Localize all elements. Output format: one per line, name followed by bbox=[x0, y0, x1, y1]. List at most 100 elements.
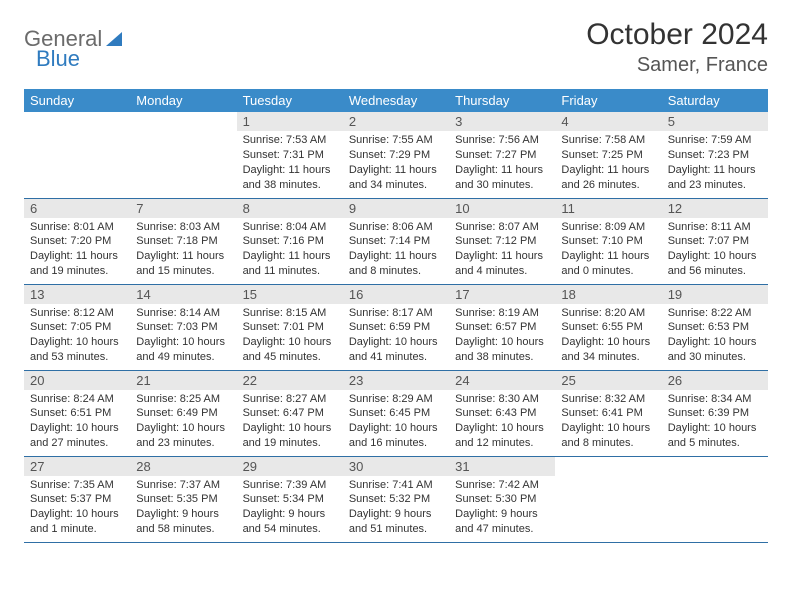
day-details: Sunrise: 8:30 AMSunset: 6:43 PMDaylight:… bbox=[449, 390, 555, 455]
calendar-cell: 22Sunrise: 8:27 AMSunset: 6:47 PMDayligh… bbox=[237, 370, 343, 456]
calendar-cell: 10Sunrise: 8:07 AMSunset: 7:12 PMDayligh… bbox=[449, 198, 555, 284]
day-number: 18 bbox=[555, 285, 661, 304]
calendar-cell bbox=[555, 456, 661, 542]
calendar-cell: 18Sunrise: 8:20 AMSunset: 6:55 PMDayligh… bbox=[555, 284, 661, 370]
day-number: 24 bbox=[449, 371, 555, 390]
weekday-header: Sunday bbox=[24, 89, 130, 112]
day-number: 1 bbox=[237, 112, 343, 131]
day-details: Sunrise: 8:09 AMSunset: 7:10 PMDaylight:… bbox=[555, 218, 661, 283]
title-block: October 2024 Samer, France bbox=[586, 18, 768, 77]
day-number: 14 bbox=[130, 285, 236, 304]
day-details: Sunrise: 7:53 AMSunset: 7:31 PMDaylight:… bbox=[237, 131, 343, 196]
day-number: 20 bbox=[24, 371, 130, 390]
calendar-cell: 28Sunrise: 7:37 AMSunset: 5:35 PMDayligh… bbox=[130, 456, 236, 542]
day-details: Sunrise: 8:20 AMSunset: 6:55 PMDaylight:… bbox=[555, 304, 661, 369]
day-number: 22 bbox=[237, 371, 343, 390]
day-number: 13 bbox=[24, 285, 130, 304]
calendar-cell: 14Sunrise: 8:14 AMSunset: 7:03 PMDayligh… bbox=[130, 284, 236, 370]
day-number: 12 bbox=[662, 199, 768, 218]
calendar-cell: 3Sunrise: 7:56 AMSunset: 7:27 PMDaylight… bbox=[449, 112, 555, 198]
day-number: 6 bbox=[24, 199, 130, 218]
header: General October 2024 Samer, France bbox=[24, 18, 768, 77]
calendar-cell: 24Sunrise: 8:30 AMSunset: 6:43 PMDayligh… bbox=[449, 370, 555, 456]
calendar-cell: 27Sunrise: 7:35 AMSunset: 5:37 PMDayligh… bbox=[24, 456, 130, 542]
day-details: Sunrise: 8:27 AMSunset: 6:47 PMDaylight:… bbox=[237, 390, 343, 455]
calendar-cell: 26Sunrise: 8:34 AMSunset: 6:39 PMDayligh… bbox=[662, 370, 768, 456]
calendar-cell bbox=[130, 112, 236, 198]
day-details: Sunrise: 8:03 AMSunset: 7:18 PMDaylight:… bbox=[130, 218, 236, 283]
calendar-cell: 29Sunrise: 7:39 AMSunset: 5:34 PMDayligh… bbox=[237, 456, 343, 542]
day-details: Sunrise: 7:39 AMSunset: 5:34 PMDaylight:… bbox=[237, 476, 343, 541]
calendar-cell: 9Sunrise: 8:06 AMSunset: 7:14 PMDaylight… bbox=[343, 198, 449, 284]
calendar-cell: 23Sunrise: 8:29 AMSunset: 6:45 PMDayligh… bbox=[343, 370, 449, 456]
calendar-cell: 20Sunrise: 8:24 AMSunset: 6:51 PMDayligh… bbox=[24, 370, 130, 456]
day-number: 9 bbox=[343, 199, 449, 218]
calendar-cell: 7Sunrise: 8:03 AMSunset: 7:18 PMDaylight… bbox=[130, 198, 236, 284]
day-number: 29 bbox=[237, 457, 343, 476]
weekday-header: Wednesday bbox=[343, 89, 449, 112]
day-details: Sunrise: 8:12 AMSunset: 7:05 PMDaylight:… bbox=[24, 304, 130, 369]
calendar-cell: 19Sunrise: 8:22 AMSunset: 6:53 PMDayligh… bbox=[662, 284, 768, 370]
calendar-cell: 11Sunrise: 8:09 AMSunset: 7:10 PMDayligh… bbox=[555, 198, 661, 284]
day-details: Sunrise: 8:22 AMSunset: 6:53 PMDaylight:… bbox=[662, 304, 768, 369]
day-number: 21 bbox=[130, 371, 236, 390]
day-details: Sunrise: 7:56 AMSunset: 7:27 PMDaylight:… bbox=[449, 131, 555, 196]
day-details: Sunrise: 8:06 AMSunset: 7:14 PMDaylight:… bbox=[343, 218, 449, 283]
calendar-table: SundayMondayTuesdayWednesdayThursdayFrid… bbox=[24, 89, 768, 543]
calendar-cell: 12Sunrise: 8:11 AMSunset: 7:07 PMDayligh… bbox=[662, 198, 768, 284]
day-number: 31 bbox=[449, 457, 555, 476]
day-number: 26 bbox=[662, 371, 768, 390]
day-number: 10 bbox=[449, 199, 555, 218]
calendar-cell: 4Sunrise: 7:58 AMSunset: 7:25 PMDaylight… bbox=[555, 112, 661, 198]
day-number: 15 bbox=[237, 285, 343, 304]
day-number: 2 bbox=[343, 112, 449, 131]
day-number: 3 bbox=[449, 112, 555, 131]
calendar-cell: 8Sunrise: 8:04 AMSunset: 7:16 PMDaylight… bbox=[237, 198, 343, 284]
day-details: Sunrise: 8:07 AMSunset: 7:12 PMDaylight:… bbox=[449, 218, 555, 283]
location-title: Samer, France bbox=[586, 54, 768, 77]
calendar-cell: 21Sunrise: 8:25 AMSunset: 6:49 PMDayligh… bbox=[130, 370, 236, 456]
day-details: Sunrise: 7:58 AMSunset: 7:25 PMDaylight:… bbox=[555, 131, 661, 196]
day-number: 5 bbox=[662, 112, 768, 131]
day-number: 8 bbox=[237, 199, 343, 218]
calendar-head: SundayMondayTuesdayWednesdayThursdayFrid… bbox=[24, 89, 768, 112]
day-details: Sunrise: 7:41 AMSunset: 5:32 PMDaylight:… bbox=[343, 476, 449, 541]
calendar-cell bbox=[24, 112, 130, 198]
calendar-cell: 13Sunrise: 8:12 AMSunset: 7:05 PMDayligh… bbox=[24, 284, 130, 370]
day-details: Sunrise: 8:14 AMSunset: 7:03 PMDaylight:… bbox=[130, 304, 236, 369]
day-details: Sunrise: 8:11 AMSunset: 7:07 PMDaylight:… bbox=[662, 218, 768, 283]
calendar-cell: 17Sunrise: 8:19 AMSunset: 6:57 PMDayligh… bbox=[449, 284, 555, 370]
day-details: Sunrise: 7:55 AMSunset: 7:29 PMDaylight:… bbox=[343, 131, 449, 196]
calendar-cell: 31Sunrise: 7:42 AMSunset: 5:30 PMDayligh… bbox=[449, 456, 555, 542]
calendar-cell: 1Sunrise: 7:53 AMSunset: 7:31 PMDaylight… bbox=[237, 112, 343, 198]
calendar-cell: 25Sunrise: 8:32 AMSunset: 6:41 PMDayligh… bbox=[555, 370, 661, 456]
day-details: Sunrise: 7:59 AMSunset: 7:23 PMDaylight:… bbox=[662, 131, 768, 196]
day-details: Sunrise: 8:25 AMSunset: 6:49 PMDaylight:… bbox=[130, 390, 236, 455]
calendar-cell: 5Sunrise: 7:59 AMSunset: 7:23 PMDaylight… bbox=[662, 112, 768, 198]
calendar-cell: 6Sunrise: 8:01 AMSunset: 7:20 PMDaylight… bbox=[24, 198, 130, 284]
day-details: Sunrise: 8:01 AMSunset: 7:20 PMDaylight:… bbox=[24, 218, 130, 283]
day-number: 11 bbox=[555, 199, 661, 218]
weekday-header: Tuesday bbox=[237, 89, 343, 112]
weekday-header: Monday bbox=[130, 89, 236, 112]
day-number: 23 bbox=[343, 371, 449, 390]
weekday-header: Friday bbox=[555, 89, 661, 112]
day-details: Sunrise: 7:37 AMSunset: 5:35 PMDaylight:… bbox=[130, 476, 236, 541]
day-number: 30 bbox=[343, 457, 449, 476]
day-details: Sunrise: 7:35 AMSunset: 5:37 PMDaylight:… bbox=[24, 476, 130, 541]
calendar-cell: 16Sunrise: 8:17 AMSunset: 6:59 PMDayligh… bbox=[343, 284, 449, 370]
day-details: Sunrise: 8:29 AMSunset: 6:45 PMDaylight:… bbox=[343, 390, 449, 455]
day-number: 4 bbox=[555, 112, 661, 131]
calendar-cell bbox=[662, 456, 768, 542]
day-details: Sunrise: 8:24 AMSunset: 6:51 PMDaylight:… bbox=[24, 390, 130, 455]
day-number: 25 bbox=[555, 371, 661, 390]
day-number: 19 bbox=[662, 285, 768, 304]
calendar-cell: 15Sunrise: 8:15 AMSunset: 7:01 PMDayligh… bbox=[237, 284, 343, 370]
calendar-body: 1Sunrise: 7:53 AMSunset: 7:31 PMDaylight… bbox=[24, 112, 768, 542]
logo-text-blue: Blue bbox=[36, 46, 80, 72]
day-number: 16 bbox=[343, 285, 449, 304]
month-title: October 2024 bbox=[586, 18, 768, 52]
day-details: Sunrise: 8:04 AMSunset: 7:16 PMDaylight:… bbox=[237, 218, 343, 283]
day-details: Sunrise: 8:15 AMSunset: 7:01 PMDaylight:… bbox=[237, 304, 343, 369]
weekday-header: Thursday bbox=[449, 89, 555, 112]
